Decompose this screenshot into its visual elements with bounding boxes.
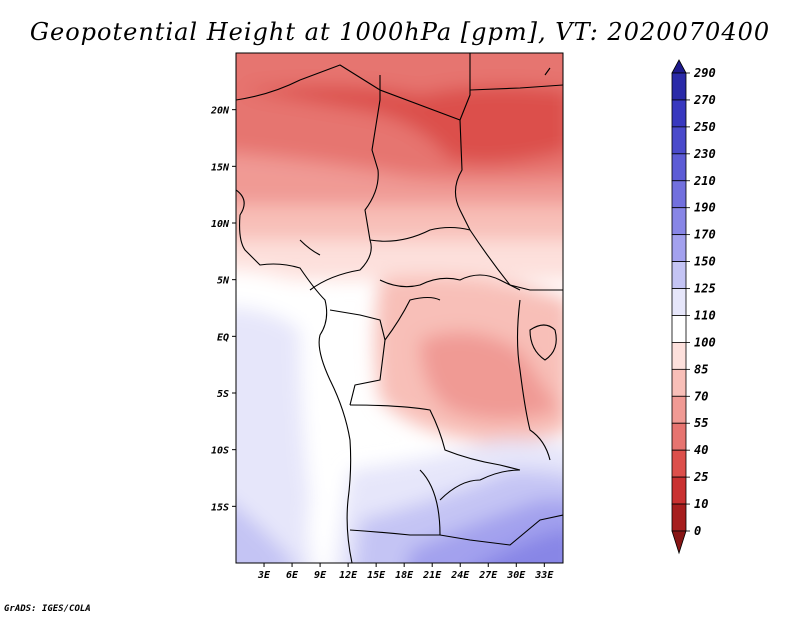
- y-tick-label: 15S: [211, 502, 229, 513]
- colorbar-swatch: [671, 315, 687, 343]
- colorbar-label: 110: [694, 308, 716, 322]
- map-frame: [235, 52, 564, 564]
- x-tick-label: 21E: [422, 570, 442, 581]
- colorbar-swatch: [671, 234, 687, 262]
- colorbar-swatch: [671, 288, 687, 316]
- colorbar-label: 25: [693, 470, 708, 484]
- x-axis: 3E 6E 9E 12E 15E 18E 21E 24E 27E 30E 33E: [257, 563, 554, 581]
- x-tick-label: 9E: [314, 570, 327, 581]
- x-tick-label: 3E: [257, 570, 271, 581]
- colorbar-label: 270: [693, 93, 716, 107]
- x-tick-label: 12E: [339, 570, 358, 581]
- colorbar-label: 85: [694, 362, 708, 376]
- colorbar-label: 250: [693, 120, 716, 134]
- y-tick-label: 15N: [211, 162, 230, 173]
- x-tick-label: 24E: [450, 570, 470, 581]
- grads-credit: GrADS: IGES/COLA: [4, 604, 91, 614]
- colorbar-label: 230: [693, 147, 716, 161]
- colorbar-swatch: [671, 342, 687, 370]
- colorbar-swatch: [671, 126, 687, 155]
- y-tick-label: 10N: [211, 219, 230, 230]
- shaded-field: [236, 53, 563, 563]
- colorbar-swatch: [671, 261, 687, 289]
- colorbar-label: 190: [694, 201, 716, 215]
- colorbar-swatch: [671, 476, 687, 505]
- colorbar-swatch: [671, 72, 687, 101]
- y-axis: 20N 15N 10N 5N EQ 5S 10S 15S: [210, 106, 236, 513]
- colorbar-label: 40: [694, 443, 708, 457]
- map-panel: 3E 6E 9E 12E 15E 18E 21E 24E 27E 30E 33E 20N 15N 10N…: [210, 52, 564, 581]
- y-tick-label: 5N: [217, 276, 230, 287]
- colorbar-swatch: [671, 503, 687, 532]
- y-tick-label: EQ: [217, 332, 229, 343]
- x-tick-label: 15E: [367, 570, 386, 581]
- colorbar-label: 210: [693, 174, 716, 188]
- x-tick-label: 30E: [506, 570, 526, 581]
- colorbar-swatch: [671, 180, 687, 209]
- y-tick-label: 5S: [217, 389, 229, 400]
- x-tick-label: 27E: [478, 570, 498, 581]
- x-tick-label: 18E: [395, 570, 414, 581]
- colorbar-label: 10: [694, 497, 708, 511]
- colorbar-label: 150: [694, 255, 716, 269]
- colorbar-swatch: [671, 99, 687, 128]
- y-tick-label: 20N: [210, 106, 230, 117]
- colorbar-bottom-triangle: [671, 530, 687, 555]
- colorbar-swatch: [671, 449, 687, 478]
- colorbar-swatch: [671, 395, 687, 424]
- colorbar-label: 170: [694, 228, 716, 242]
- colorbar-label: 125: [694, 282, 716, 296]
- colorbar-swatch: [671, 422, 687, 451]
- colorbar-swatch: [671, 153, 687, 182]
- colorbar-swatch: [671, 207, 687, 236]
- y-tick-label: 10S: [211, 446, 229, 457]
- colorbar-swatch: [671, 368, 687, 397]
- colorbar-top-triangle: [671, 59, 687, 74]
- borders-layer: [236, 53, 563, 563]
- colorbar-label: 100: [694, 335, 716, 349]
- map-title: Geopotential Height at 1000hPa [gpm], VT…: [29, 18, 771, 46]
- x-tick-label: 6E: [286, 570, 299, 581]
- colorbar-label: 70: [694, 389, 708, 403]
- x-tick-label: 33E: [534, 570, 554, 581]
- colorbar-label: 0: [694, 524, 701, 538]
- colorbar-label: 55: [694, 416, 708, 430]
- colorbar-label: 290: [693, 66, 716, 80]
- colorbar: 2902702502302101901701501251101008570554…: [671, 59, 716, 555]
